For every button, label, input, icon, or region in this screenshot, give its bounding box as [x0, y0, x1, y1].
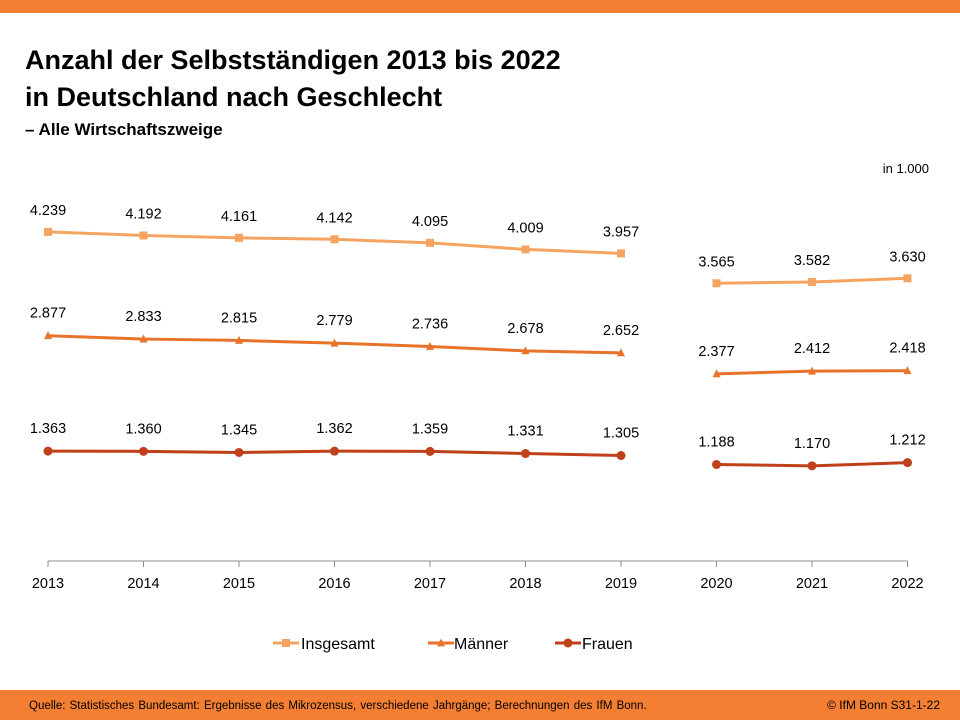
data-point-maenner-2014	[139, 334, 148, 343]
data-point-insgesamt-2019	[617, 249, 625, 258]
data-label-insgesamt-2015: 4.161	[221, 209, 257, 225]
data-label-insgesamt-2014: 4.192	[125, 206, 161, 222]
data-label-maenner-2021: 2.412	[794, 341, 830, 357]
line-chart: 2013 2014 2015 2016 2017 2018 2019 2020 2021 2022…	[30, 203, 926, 653]
data-label-insgesamt-2022: 3.630	[889, 249, 925, 265]
data-label-frauen-2014: 1.360	[125, 421, 161, 437]
x-tick-label-2021: 2021	[796, 576, 828, 592]
data-point-maenner-2021	[808, 366, 816, 375]
data-label-maenner-2016: 2.779	[316, 313, 352, 329]
legend-label-frauen: Frauen	[582, 636, 633, 653]
data-point-insgesamt-2022	[903, 274, 912, 283]
chart-title: Anzahl der Selbstständigen 2013 bis 2022…	[25, 42, 561, 116]
data-point-insgesamt-2017	[426, 238, 434, 247]
data-label-maenner-2013: 2.877	[30, 306, 66, 322]
x-tick-label-2019: 2019	[605, 576, 637, 592]
x-tick-label-2017: 2017	[414, 576, 446, 592]
data-point-maenner-2017	[426, 341, 434, 350]
data-point-insgesamt-2021	[808, 277, 816, 286]
legend-label-maenner: Männer	[454, 636, 509, 653]
data-label-insgesamt-2017: 4.095	[412, 214, 448, 230]
data-point-insgesamt-2018	[521, 245, 530, 254]
footer-bar: Quelle: Statistisches Bundesamt: Ergebni…	[0, 690, 960, 720]
data-point-maenner-2022	[903, 366, 912, 375]
x-tick-label-2022: 2022	[891, 576, 923, 592]
top-accent-bar	[0, 0, 960, 13]
data-label-frauen-2019: 1.305	[603, 426, 639, 442]
data-label-maenner-2014: 2.833	[125, 309, 161, 325]
chart-title-line2: in Deutschland nach Geschlecht	[25, 82, 443, 112]
data-point-frauen-2019	[616, 451, 626, 461]
data-label-maenner-2022: 2.418	[889, 341, 925, 357]
data-point-maenner-2013	[44, 331, 52, 340]
legend-marker-maenner	[437, 638, 445, 647]
data-label-insgesamt-2018: 4.009	[507, 220, 543, 236]
x-tick-label-2013: 2013	[32, 576, 64, 592]
legend-marker-insgesamt	[282, 639, 290, 647]
data-label-frauen-2015: 1.345	[221, 422, 257, 438]
data-label-insgesamt-2013: 4.239	[30, 203, 66, 219]
data-point-insgesamt-2020	[712, 279, 721, 288]
legend-label-insgesamt: Insgesamt	[301, 636, 375, 653]
chart-subtitle: – Alle Wirtschaftszweige	[25, 120, 223, 139]
data-point-frauen-2018	[521, 449, 530, 459]
copyright-note: © IfM Bonn S31-1-22	[827, 698, 940, 712]
data-point-frauen-2017	[425, 446, 435, 456]
data-point-frauen-2020	[712, 459, 721, 469]
chart-title-line1: Anzahl der Selbstständigen 2013 bis 2022	[25, 45, 561, 75]
data-point-frauen-2014	[139, 446, 148, 456]
x-tick-label-2014: 2014	[127, 576, 159, 592]
data-label-maenner-2017: 2.736	[412, 316, 448, 332]
data-label-frauen-2013: 1.363	[30, 421, 66, 437]
unit-label: in 1.000	[882, 161, 929, 176]
data-point-maenner-2020	[712, 369, 721, 378]
x-tick-label-2018: 2018	[509, 576, 541, 592]
data-point-frauen-2021	[807, 461, 817, 471]
data-point-frauen-2013	[43, 446, 53, 456]
data-point-maenner-2019	[617, 348, 625, 357]
data-point-insgesamt-2015	[235, 233, 243, 242]
data-label-insgesamt-2021: 3.582	[794, 253, 830, 269]
data-point-maenner-2015	[235, 335, 243, 344]
data-label-maenner-2018: 2.678	[507, 321, 543, 337]
data-point-insgesamt-2016	[330, 235, 339, 244]
data-point-insgesamt-2013	[44, 227, 52, 236]
data-label-maenner-2015: 2.815	[221, 310, 257, 326]
x-tick-label-2016: 2016	[318, 576, 350, 592]
data-point-frauen-2016	[330, 446, 339, 456]
data-point-insgesamt-2014	[139, 231, 148, 240]
data-label-frauen-2017: 1.359	[412, 421, 448, 437]
data-label-frauen-2020: 1.188	[698, 434, 734, 450]
data-label-frauen-2021: 1.170	[794, 436, 830, 452]
data-label-maenner-2019: 2.652	[603, 323, 639, 339]
data-point-frauen-2015	[234, 447, 244, 457]
data-point-maenner-2018	[521, 346, 530, 355]
data-label-frauen-2022: 1.212	[889, 433, 925, 449]
data-label-maenner-2020: 2.377	[698, 344, 734, 360]
data-label-frauen-2016: 1.362	[316, 421, 352, 437]
data-label-insgesamt-2019: 3.957	[603, 224, 639, 240]
data-point-frauen-2022	[903, 458, 912, 468]
source-note: Quelle: Statistisches Bundesamt: Ergebni…	[29, 700, 647, 712]
legend-marker-frauen	[563, 638, 573, 648]
data-label-insgesamt-2020: 3.565	[698, 254, 734, 270]
x-tick-label-2015: 2015	[223, 576, 255, 592]
data-point-maenner-2016	[330, 338, 339, 347]
data-label-frauen-2018: 1.331	[507, 424, 543, 440]
x-tick-label-2020: 2020	[700, 576, 732, 592]
data-label-insgesamt-2016: 4.142	[316, 210, 352, 226]
